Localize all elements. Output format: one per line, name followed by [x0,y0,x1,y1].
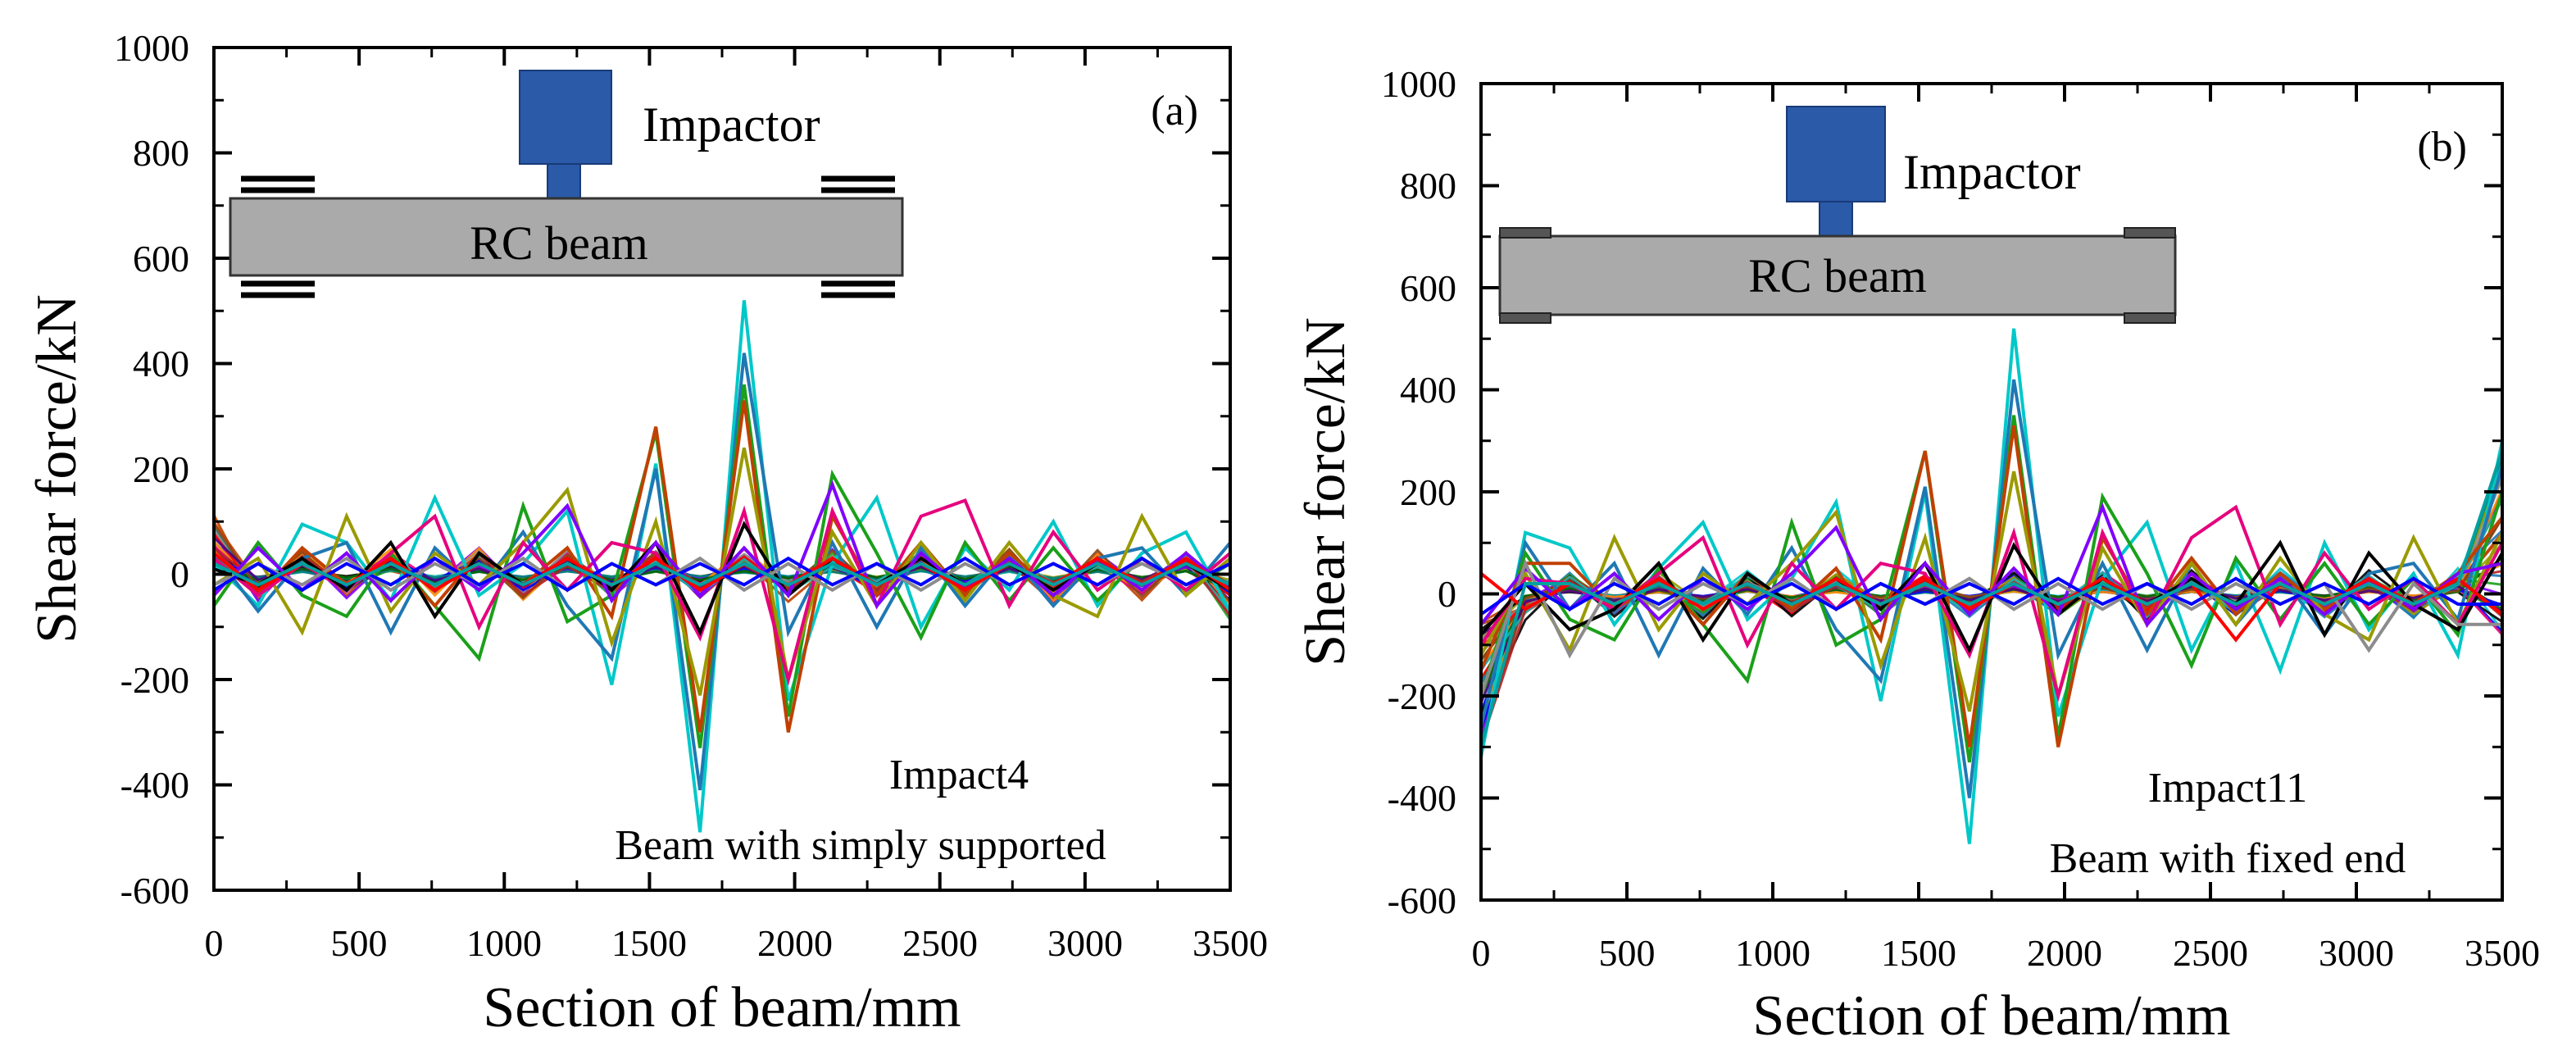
right-support-a [821,175,895,298]
y-tick-label: -200 [120,659,189,701]
left-support-a [241,175,315,298]
y-tick-label: 800 [133,132,189,174]
x-tick-label: 3000 [2319,932,2394,974]
x-tick-label: 2500 [2173,932,2248,974]
x-tick-label: 0 [205,922,224,964]
support-label-a: Beam with simply supported [615,822,1106,869]
impactor-stem-b [1819,201,1853,237]
impactor-label-b: Impactor [1903,145,2081,199]
x-tick-label: 500 [1599,932,1656,974]
x-tick-labels-a: 0 500 1000 1500 2000 2500 3000 3500 [205,922,1269,964]
y-tick-label: -400 [120,764,189,806]
x-tick-label: 1500 [611,922,687,964]
y-tick-labels-a: 1000 800 600 400 200 0 -200 -400 -600 [114,27,189,912]
x-tick-label: 2000 [2027,932,2102,974]
x-tick-labels-b: 0 500 1000 1500 2000 2500 3000 3500 [1472,932,2541,974]
series-layer-a [214,300,1230,833]
x-tick-label: 3000 [1047,922,1123,964]
x-tick-label: 3500 [2465,932,2540,974]
rc-beam-a [229,197,904,277]
y-tick-label: 1000 [1381,63,1456,105]
band-series-line [1481,493,2502,739]
chart-panel-a: 1000 800 600 400 200 0 -200 -400 -600 0 … [25,27,1268,1039]
plot-frame-a [212,46,1232,892]
y-tick-labels-b: 1000 800 600 400 200 0 -200 -400 -600 [1381,63,1456,921]
y-tick-label: 400 [133,343,189,384]
impactor-head-a [519,70,612,165]
series-line-t8 [1481,502,2502,628]
y-tick-label: 800 [1400,165,1456,207]
x-tick-label: 2000 [757,922,833,964]
y-tick-label: 600 [133,238,189,280]
series-line-t12 [1481,450,2502,748]
beam-inset-b: Impactor RC beam [1498,106,2177,324]
x-axis-title-a: Section of beam/mm [483,976,961,1039]
band-series-line [1481,453,2502,680]
y-tick-label: -600 [120,870,189,912]
y-tick-label: 0 [1438,573,1456,615]
y-tick-label: 1000 [114,27,189,69]
impactor-head-b [1786,106,1886,202]
ticks-a [212,46,1232,892]
y-axis-title-a: Shear force/kN [25,294,89,643]
impactor-stem-a [547,163,581,199]
x-tick-label: 3500 [1193,922,1268,964]
support-label-b: Beam with fixed end [2050,835,2406,882]
y-tick-label: -600 [1388,880,1456,921]
x-tick-label: 2500 [902,922,978,964]
y-tick-label: -400 [1388,777,1456,819]
x-axis-title-b: Section of beam/mm [1752,984,2230,1048]
beam-label-a: RC beam [470,216,647,270]
y-tick-label: 200 [1400,471,1456,513]
chart-panel-b: 1000 800 600 400 200 0 -200 -400 -600 0 … [1294,63,2540,1048]
beam-inset-a: Impactor RC beam [229,70,904,298]
impact-label-a: Impact4 [889,752,1029,798]
x-tick-label: 500 [331,922,388,964]
x-tick-label: 0 [1472,932,1491,974]
impactor-label-a: Impactor [643,98,820,152]
y-axis-title-b: Shear force/kN [1294,317,1357,666]
y-tick-label: 200 [133,448,189,490]
y-tick-label: -200 [1388,675,1456,717]
series-line-t8 [214,480,1230,609]
left-fixed-end-b [1499,227,1552,324]
x-tick-label: 1000 [466,922,542,964]
x-tick-label: 1500 [1881,932,1956,974]
beam-label-b: RC beam [1748,249,1926,302]
series-line-t12 [214,562,1230,587]
y-tick-label: 600 [1400,267,1456,309]
y-tick-label: 0 [170,553,189,595]
band-series-line [1481,478,2502,640]
rc-beam-b [1498,234,2177,316]
ticks-b [1479,82,2504,902]
y-tick-label: 400 [1400,369,1456,411]
panel-label-a: (a) [1151,88,1198,134]
impact-label-b: Impact11 [2148,765,2307,812]
series-layer-b [1481,328,2502,844]
band-series-line [1481,517,2502,745]
right-fixed-end-b [2124,227,2176,324]
panel-label-b: (b) [2417,124,2467,171]
band-series-line [1481,457,2502,655]
plot-frame-b [1479,82,2504,902]
x-tick-label: 1000 [1735,932,1810,974]
